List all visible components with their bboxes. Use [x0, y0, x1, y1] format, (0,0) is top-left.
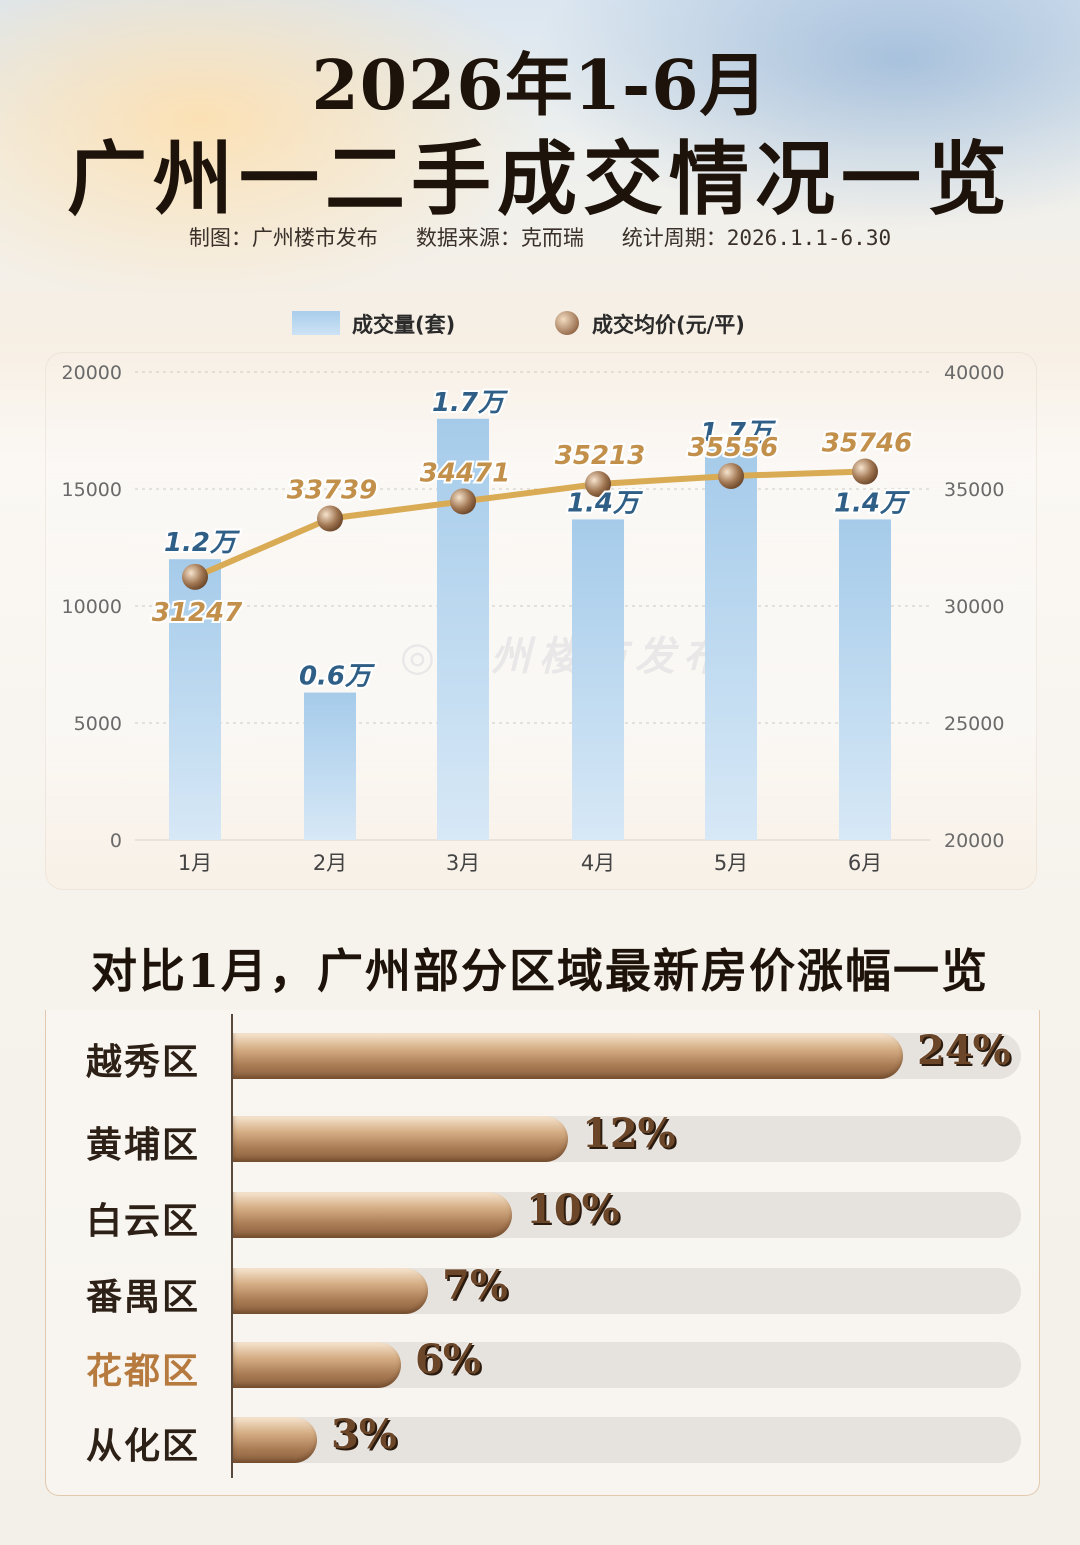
y-right-tick-label: 30000 [944, 596, 1004, 618]
bar-data-label: 1.7万 [700, 418, 776, 448]
bar-data-label: 1.4万 [567, 488, 643, 518]
price-data-label: 35556 [688, 433, 778, 463]
legend-price-label: 成交均价(元/平) [592, 313, 745, 337]
legend-bar-swatch [292, 311, 340, 335]
growth-bar-fill [233, 1417, 317, 1463]
district-label: 番禺区 [86, 1276, 201, 1318]
line-price [193, 468, 866, 580]
y-right-tick-label: 20000 [944, 830, 1004, 852]
growth-bar-fill [233, 1033, 903, 1079]
page-title-period: 2026年1-6月 [311, 46, 769, 126]
page-title: 广州一二手成交情况一览 [67, 132, 1013, 226]
y-right-tick-label: 35000 [944, 479, 1004, 501]
legend-volume-label: 成交量(套) [352, 313, 456, 337]
growth-percent-label: 10% [526, 1186, 620, 1233]
x-tick-label: 1月 [178, 851, 212, 875]
price-data-label: 35746 [822, 429, 912, 459]
point-price [852, 458, 878, 485]
growth-row: 番禺区 7% [0, 1260, 1080, 1320]
growth-bar-fill [233, 1116, 568, 1162]
growth-bar-track [233, 1417, 1021, 1463]
growth-percent-label: 7% [442, 1262, 508, 1309]
growth-percent-label: 3% [331, 1411, 397, 1458]
price-data-label: 31247 [152, 598, 243, 628]
growth-bar-fill [233, 1192, 512, 1238]
point-price [585, 471, 611, 498]
y-left-tick-label: 0 [110, 830, 122, 852]
x-tick-label: 6月 [848, 851, 882, 875]
growth-bar-fill [233, 1268, 428, 1314]
bar-volume [705, 449, 757, 840]
bar-volume [572, 519, 624, 840]
y-right-tick-label: 25000 [944, 713, 1004, 735]
bar-volume [304, 692, 356, 840]
growth-row: 黄埔区 12% [0, 1108, 1080, 1168]
point-price [450, 488, 476, 515]
district-label: 越秀区 [86, 1041, 201, 1083]
price-data-label: 34471 [420, 458, 510, 488]
point-price [317, 505, 343, 532]
y-left-tick-label: 10000 [62, 596, 122, 618]
x-tick-label: 3月 [446, 851, 480, 875]
combo-chart: 0 20000 5000 25000 10000 30000 15000 35000 20000… [62, 362, 1005, 875]
point-price [182, 563, 208, 590]
district-label: 从化区 [86, 1425, 201, 1467]
growth-percent-label: 12% [582, 1110, 676, 1157]
price-data-label: 35213 [555, 441, 645, 471]
growth-percent-label: 24% [917, 1027, 1011, 1074]
district-label: 黄埔区 [86, 1124, 201, 1166]
source-credit: 制图：广州楼市发布 数据来源：克而瑞 统计周期：2026.1.1-6.30 [188, 226, 892, 250]
growth-bar-fill [233, 1342, 401, 1388]
y-right-tick-label: 40000 [944, 362, 1004, 384]
y-left-tick-label: 20000 [62, 362, 122, 384]
bar-volume [169, 559, 221, 840]
growth-row: 白云区 10% [0, 1184, 1080, 1244]
chart-legend: 成交量(套) 成交均价(元/平) [0, 305, 1080, 341]
bar-data-label: 1.2万 [164, 528, 240, 558]
point-price [718, 462, 744, 489]
growth-card [45, 1010, 1040, 1496]
district-label: 花都区 [86, 1350, 201, 1392]
growth-row: 越秀区 24% [0, 1025, 1080, 1085]
growth-row: 花都区 6% [0, 1334, 1080, 1394]
district-label: 白云区 [86, 1200, 201, 1242]
bar-data-label: 1.7万 [432, 388, 508, 418]
y-left-tick-label: 15000 [62, 479, 122, 501]
y-left-tick-label: 5000 [74, 713, 122, 735]
growth-section-title: 对比1月，广州部分区域最新房价涨幅一览 [90, 944, 989, 998]
x-tick-label: 2月 [313, 851, 347, 875]
growth-row: 从化区 3% [0, 1409, 1080, 1469]
x-tick-label: 5月 [714, 851, 748, 875]
bar-volume [839, 519, 891, 840]
bar-data-label: 1.4万 [834, 488, 910, 518]
growth-axis-line [231, 1014, 233, 1478]
legend-dot-icon [555, 311, 579, 335]
x-tick-label: 4月 [581, 851, 615, 875]
bar-data-label: 0.6万 [299, 662, 375, 692]
growth-percent-label: 6% [415, 1336, 481, 1383]
background-sky [0, 0, 1080, 380]
price-data-label: 33739 [287, 476, 377, 506]
